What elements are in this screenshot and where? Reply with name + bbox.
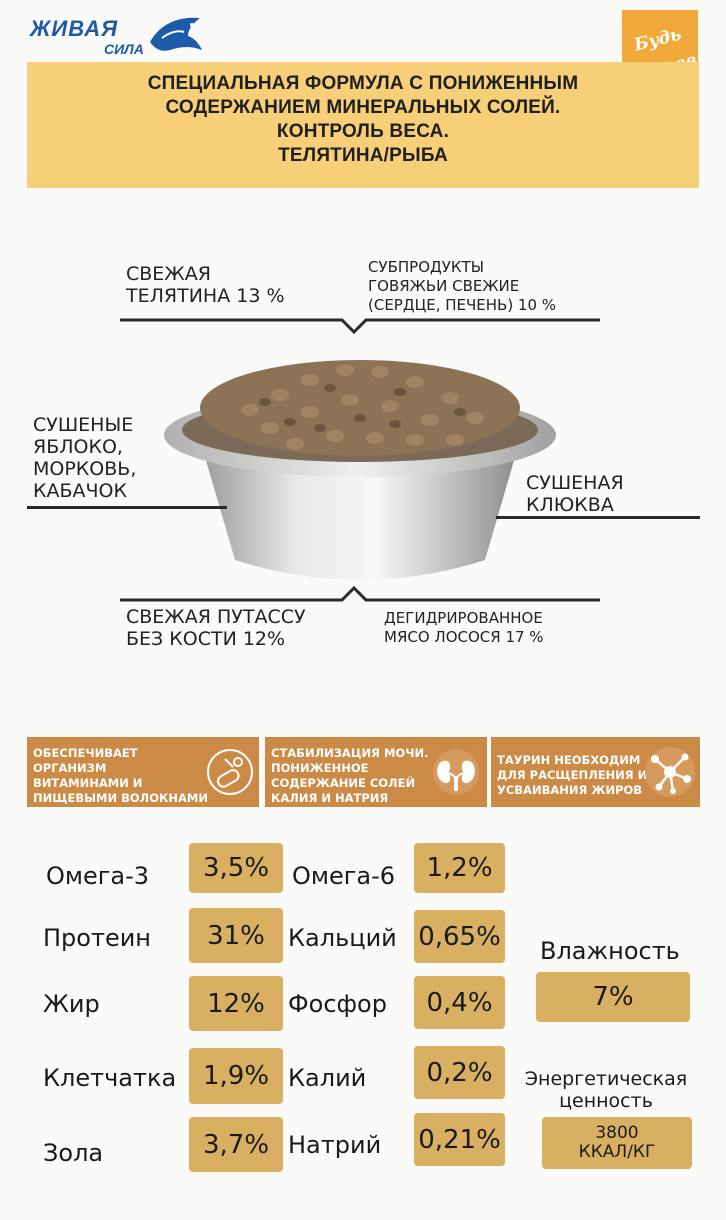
- nutrient-label-calcium: Кальций: [288, 924, 397, 952]
- energy-label: Энергетическая ценность: [518, 1068, 694, 1112]
- energy-value-line: ККАЛ/КГ: [578, 1142, 656, 1162]
- ingredient-offal: СУБПРОДУКТЫ ГОВЯЖЬИ СВЕЖИЕ (СЕРДЦЕ, ПЕЧЕ…: [368, 258, 556, 315]
- ingredient-line: МЯСО ЛОСОСЯ 17 %: [384, 628, 544, 646]
- feature-line: ОБЕСПЕЧИВАЕТ: [33, 746, 138, 760]
- kidneys-icon: [433, 749, 479, 795]
- title-line: КОНТРОЛЬ ВЕСА.: [276, 121, 450, 142]
- feature-line: ВИТАМИНАМИ И: [33, 776, 143, 790]
- ingredient-line: КАБАЧОК: [33, 480, 127, 502]
- food-bowl-image: [164, 360, 556, 580]
- nutrient-label-protein: Протеин: [43, 924, 151, 952]
- nutrient-value-sodium: 0,21%: [414, 1113, 505, 1166]
- bottom-divider: [120, 585, 600, 602]
- logo-sub-text: СИЛА: [104, 41, 144, 57]
- ingredient-veal: СВЕЖАЯ ТЕЛЯТИНА 13 %: [126, 263, 285, 307]
- ingredient-line: СВЕЖАЯ ПУТАССУ: [126, 606, 306, 628]
- left-divider: [27, 506, 227, 509]
- feature-line: ОРГАНИЗМ: [33, 761, 107, 775]
- ingredient-pollock: СВЕЖАЯ ПУТАССУ БЕЗ КОСТИ 12%: [126, 606, 306, 650]
- nutrient-value-potassium: 0,2%: [414, 1046, 505, 1099]
- nutrient-label-ash: Зола: [43, 1139, 104, 1167]
- ingredient-line: ДЕГИДРИРОВАННОЕ: [384, 609, 543, 627]
- nutrient-label-potassium: Калий: [288, 1064, 367, 1092]
- ingredient-line: ГОВЯЖЬИ СВЕЖИЕ: [368, 277, 520, 295]
- nutrient-label-sodium: Натрий: [288, 1131, 382, 1159]
- nutrient-label-omega6: Омега-6: [292, 862, 396, 890]
- feature-vitamins: ОБЕСПЕЧИВАЕТ ОРГАНИЗМ ВИТАМИНАМИ И ПИЩЕВ…: [27, 737, 259, 807]
- feature-line: ДЛЯ РАСЩЕПЛЕНИЯ И: [497, 768, 648, 782]
- badge-line-1: Будь: [632, 24, 684, 56]
- ingredient-cranberry: СУШЕНАЯ КЛЮКВА: [526, 472, 624, 516]
- feature-urine: СТАБИЛИЗАЦИЯ МОЧИ. ПОНИЖЕННОЕ СОДЕРЖАНИЕ…: [265, 737, 487, 807]
- title-line: СОДЕРЖАНИЕМ МИНЕРАЛЬНЫХ СОЛЕЙ.: [165, 97, 561, 118]
- vitamin-icon: [207, 749, 253, 795]
- nutrient-label-phosphorus: Фосфор: [288, 990, 387, 1018]
- nutrient-value-omega3: 3,5%: [189, 843, 283, 893]
- logo-main-text: ЖИВАЯ: [30, 16, 119, 41]
- feature-line: УСВАИВАНИЯ ЖИРОВ: [497, 783, 643, 797]
- ingredient-line: СУБПРОДУКТЫ: [368, 258, 484, 276]
- moisture-label: Влажность: [540, 937, 680, 965]
- ingredient-line: СУШЕНЫЕ: [33, 414, 134, 436]
- moisture-value: 7%: [536, 972, 690, 1022]
- ingredient-line: БЕЗ КОСТИ 12%: [126, 628, 286, 650]
- fish-logo-icon: [150, 17, 202, 51]
- ingredient-line: ЯБЛОКО,: [33, 436, 123, 458]
- feature-line: ПОНИЖЕННОЕ: [271, 761, 369, 775]
- feature-line: СОДЕРЖАНИЕ СОЛЕЙ: [271, 776, 416, 790]
- energy-value: 3800 ККАЛ/КГ: [542, 1117, 692, 1169]
- brand-logo: ЖИВАЯ СИЛА: [30, 10, 202, 60]
- feature-line: ПИЩЕВЫМИ ВОЛОКНАМИ: [33, 791, 208, 805]
- top-divider: [120, 318, 600, 335]
- nutrient-value-fat: 12%: [189, 976, 283, 1031]
- feature-line: ТАУРИН НЕОБХОДИМ: [497, 753, 641, 767]
- ingredient-line: СУШЕНАЯ: [526, 472, 624, 494]
- right-divider: [496, 516, 700, 519]
- feature-line: КАЛИЯ И НАТРИЯ: [271, 791, 389, 805]
- nutrient-label-fat: Жир: [43, 990, 100, 1018]
- title-line: ТЕЛЯТИНА/РЫБА: [278, 145, 448, 166]
- ingredient-line: МОРКОВЬ,: [33, 458, 137, 480]
- title-line: СПЕЦИАЛЬНАЯ ФОРМУЛА С ПОНИЖЕННЫМ: [147, 73, 579, 94]
- ingredient-dried-vegetables: СУШЕНЫЕ ЯБЛОКО, МОРКОВЬ, КАБАЧОК: [33, 414, 136, 502]
- nutrient-value-fiber: 1,9%: [189, 1048, 283, 1104]
- nutrient-label-fiber: Клетчатка: [43, 1064, 177, 1092]
- product-title: СПЕЦИАЛЬНАЯ ФОРМУЛА С ПОНИЖЕННЫМ СОДЕРЖА…: [27, 72, 699, 168]
- ingredient-line: СВЕЖАЯ: [126, 263, 211, 285]
- ingredient-line: ТЕЛЯТИНА 13 %: [126, 285, 285, 307]
- feature-text: ТАУРИН НЕОБХОДИМ ДЛЯ РАСЩЕПЛЕНИЯ И УСВАИ…: [497, 753, 647, 798]
- feature-text: ОБЕСПЕЧИВАЕТ ОРГАНИЗМ ВИТАМИНАМИ И ПИЩЕВ…: [33, 746, 208, 806]
- feature-line: СТАБИЛИЗАЦИЯ МОЧИ.: [271, 746, 429, 760]
- ingredient-line: КЛЮКВА: [526, 494, 614, 516]
- ingredient-salmon: ДЕГИДРИРОВАННОЕ МЯСО ЛОСОСЯ 17 %: [384, 609, 544, 647]
- nutrient-value-calcium: 0,65%: [414, 910, 505, 963]
- ingredient-line: (СЕРДЦЕ, ПЕЧЕНЬ) 10 %: [368, 296, 557, 314]
- nutrient-value-ash: 3,7%: [189, 1117, 283, 1172]
- feature-taurine: ТАУРИН НЕОБХОДИМ ДЛЯ РАСЩЕПЛЕНИЯ И УСВАИ…: [491, 737, 700, 807]
- feature-text: СТАБИЛИЗАЦИЯ МОЧИ. ПОНИЖЕННОЕ СОДЕРЖАНИЕ…: [271, 746, 428, 806]
- nutrient-value-protein: 31%: [189, 908, 283, 963]
- molecule-icon: [645, 747, 695, 797]
- header-band: СПЕЦИАЛЬНАЯ ФОРМУЛА С ПОНИЖЕННЫМ СОДЕРЖА…: [27, 62, 699, 188]
- nutrient-value-phosphorus: 0,4%: [414, 976, 505, 1029]
- energy-value-line: 3800: [595, 1123, 639, 1143]
- energy-label-line: Энергетическая: [524, 1068, 688, 1090]
- energy-label-line: ценность: [559, 1090, 653, 1112]
- nutrient-value-omega6: 1,2%: [414, 843, 505, 893]
- nutrient-label-omega3: Омега-3: [46, 862, 150, 890]
